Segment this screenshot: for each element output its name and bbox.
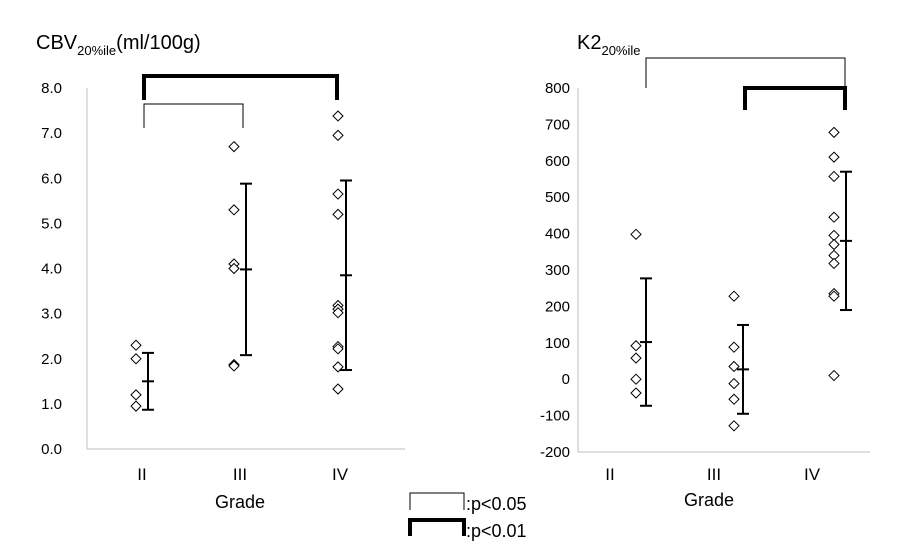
k2-x-axis-label: Grade bbox=[684, 490, 734, 510]
cbv-title-subscript: 20%ile bbox=[77, 43, 116, 58]
cbv-data-point bbox=[332, 110, 344, 122]
cbv-significance-bracket-p001 bbox=[142, 74, 339, 100]
legend-thin-bracket bbox=[409, 492, 465, 510]
legend-thick-label: :p<0.01 bbox=[466, 521, 527, 541]
k2-y-tick-label: 700 bbox=[545, 116, 570, 133]
k2-category-label: II bbox=[605, 465, 614, 484]
cbv-data-point bbox=[228, 262, 240, 275]
cbv-y-tick-label: 2.0 bbox=[41, 351, 62, 368]
cbv-y-tick-label: 8.0 bbox=[41, 80, 62, 97]
cbv-data-point bbox=[228, 360, 240, 372]
k2-data-point bbox=[728, 377, 740, 390]
cbv-data-point bbox=[332, 343, 344, 355]
cbv-y-tick-label: 4.0 bbox=[41, 261, 62, 278]
k2-y-tick-label: 500 bbox=[545, 189, 570, 206]
cbv-data-point bbox=[130, 400, 142, 412]
k2-category-label: IV bbox=[804, 465, 821, 484]
k2-data-point bbox=[828, 211, 840, 223]
cbv-data-point bbox=[332, 208, 344, 221]
significance-legend: :p<0.05 :p<0.01 bbox=[408, 492, 527, 541]
cbv-data-point bbox=[332, 307, 344, 319]
legend-thin-label: :p<0.05 bbox=[466, 494, 527, 514]
k2-data-point bbox=[630, 373, 642, 385]
cbv-data-point bbox=[228, 140, 240, 153]
k2-data-point bbox=[828, 257, 840, 270]
cbv-y-tick-label: 3.0 bbox=[41, 306, 62, 323]
k2-data-point bbox=[630, 352, 642, 364]
k2-data-point bbox=[828, 369, 840, 382]
k2-y-tick-label: -100 bbox=[540, 408, 570, 425]
k2-data-point bbox=[630, 228, 642, 241]
k2-data-point bbox=[828, 151, 840, 163]
cbv-significance-bracket-p005 bbox=[143, 103, 244, 128]
cbv-category-label: III bbox=[233, 465, 247, 484]
k2-significance-bracket-p001 bbox=[743, 86, 847, 110]
cbv-title-unit: (ml/100g) bbox=[116, 32, 200, 54]
cbv-data-point bbox=[228, 204, 240, 216]
cbv-data-point bbox=[130, 339, 142, 351]
k2-y-tick-label: 800 bbox=[545, 80, 570, 97]
cbv-chart-title: CBV20%ile(ml/100g) bbox=[36, 32, 201, 58]
k2-data-point bbox=[728, 420, 740, 432]
k2-y-tick-label: 100 bbox=[545, 335, 570, 352]
k2-y-tick-label: 600 bbox=[545, 153, 570, 170]
k2-title-subscript: 20%ile bbox=[601, 43, 640, 58]
k2-data-point bbox=[828, 238, 840, 251]
cbv-data-point bbox=[332, 129, 344, 142]
k2-y-tick-label: -200 bbox=[540, 444, 570, 461]
k2-data-point bbox=[728, 341, 740, 353]
k2-data-point bbox=[728, 360, 740, 373]
cbv-data-point bbox=[130, 389, 142, 401]
k2-data-point bbox=[630, 387, 642, 399]
k2-chart: K220%ile Grade -200 -100 0 100 200 300 400 500 6… bbox=[540, 32, 870, 510]
cbv-category-label: II bbox=[137, 465, 146, 484]
cbv-y-tick-label: 7.0 bbox=[41, 125, 62, 142]
cbv-y-tick-label: 5.0 bbox=[41, 215, 62, 232]
k2-y-tick-label: 400 bbox=[545, 226, 570, 243]
cbv-title-main: CBV bbox=[36, 32, 78, 54]
k2-category-label: III bbox=[707, 465, 721, 484]
k2-y-tick-label: 300 bbox=[545, 262, 570, 279]
cbv-y-tick-label: 1.0 bbox=[41, 396, 62, 413]
cbv-data-point bbox=[130, 353, 142, 365]
cbv-chart: CBV20%ile(ml/100g) Grade 0.0 1.0 2.0 3.0 4.0… bbox=[36, 32, 405, 512]
cbv-x-axis-label: Grade bbox=[215, 492, 265, 512]
k2-data-point bbox=[828, 170, 840, 183]
cbv-y-tick-label: 6.0 bbox=[41, 170, 62, 187]
k2-data-point bbox=[828, 126, 840, 139]
k2-data-point bbox=[728, 290, 740, 302]
k2-title-main: K2 bbox=[577, 32, 601, 54]
k2-chart-title: K220%ile bbox=[577, 32, 641, 58]
cbv-data-point bbox=[332, 383, 344, 395]
k2-significance-bracket-p005 bbox=[645, 57, 846, 88]
cbv-data-point bbox=[332, 188, 344, 200]
k2-y-tick-label: 0 bbox=[562, 371, 570, 388]
cbv-category-label: IV bbox=[332, 465, 349, 484]
k2-data-point bbox=[728, 393, 740, 405]
legend-thick-bracket bbox=[408, 518, 466, 536]
cbv-y-tick-label: 0.0 bbox=[41, 441, 62, 458]
k2-data-point bbox=[630, 340, 642, 352]
k2-data-point bbox=[828, 290, 840, 302]
k2-y-tick-label: 200 bbox=[545, 298, 570, 315]
